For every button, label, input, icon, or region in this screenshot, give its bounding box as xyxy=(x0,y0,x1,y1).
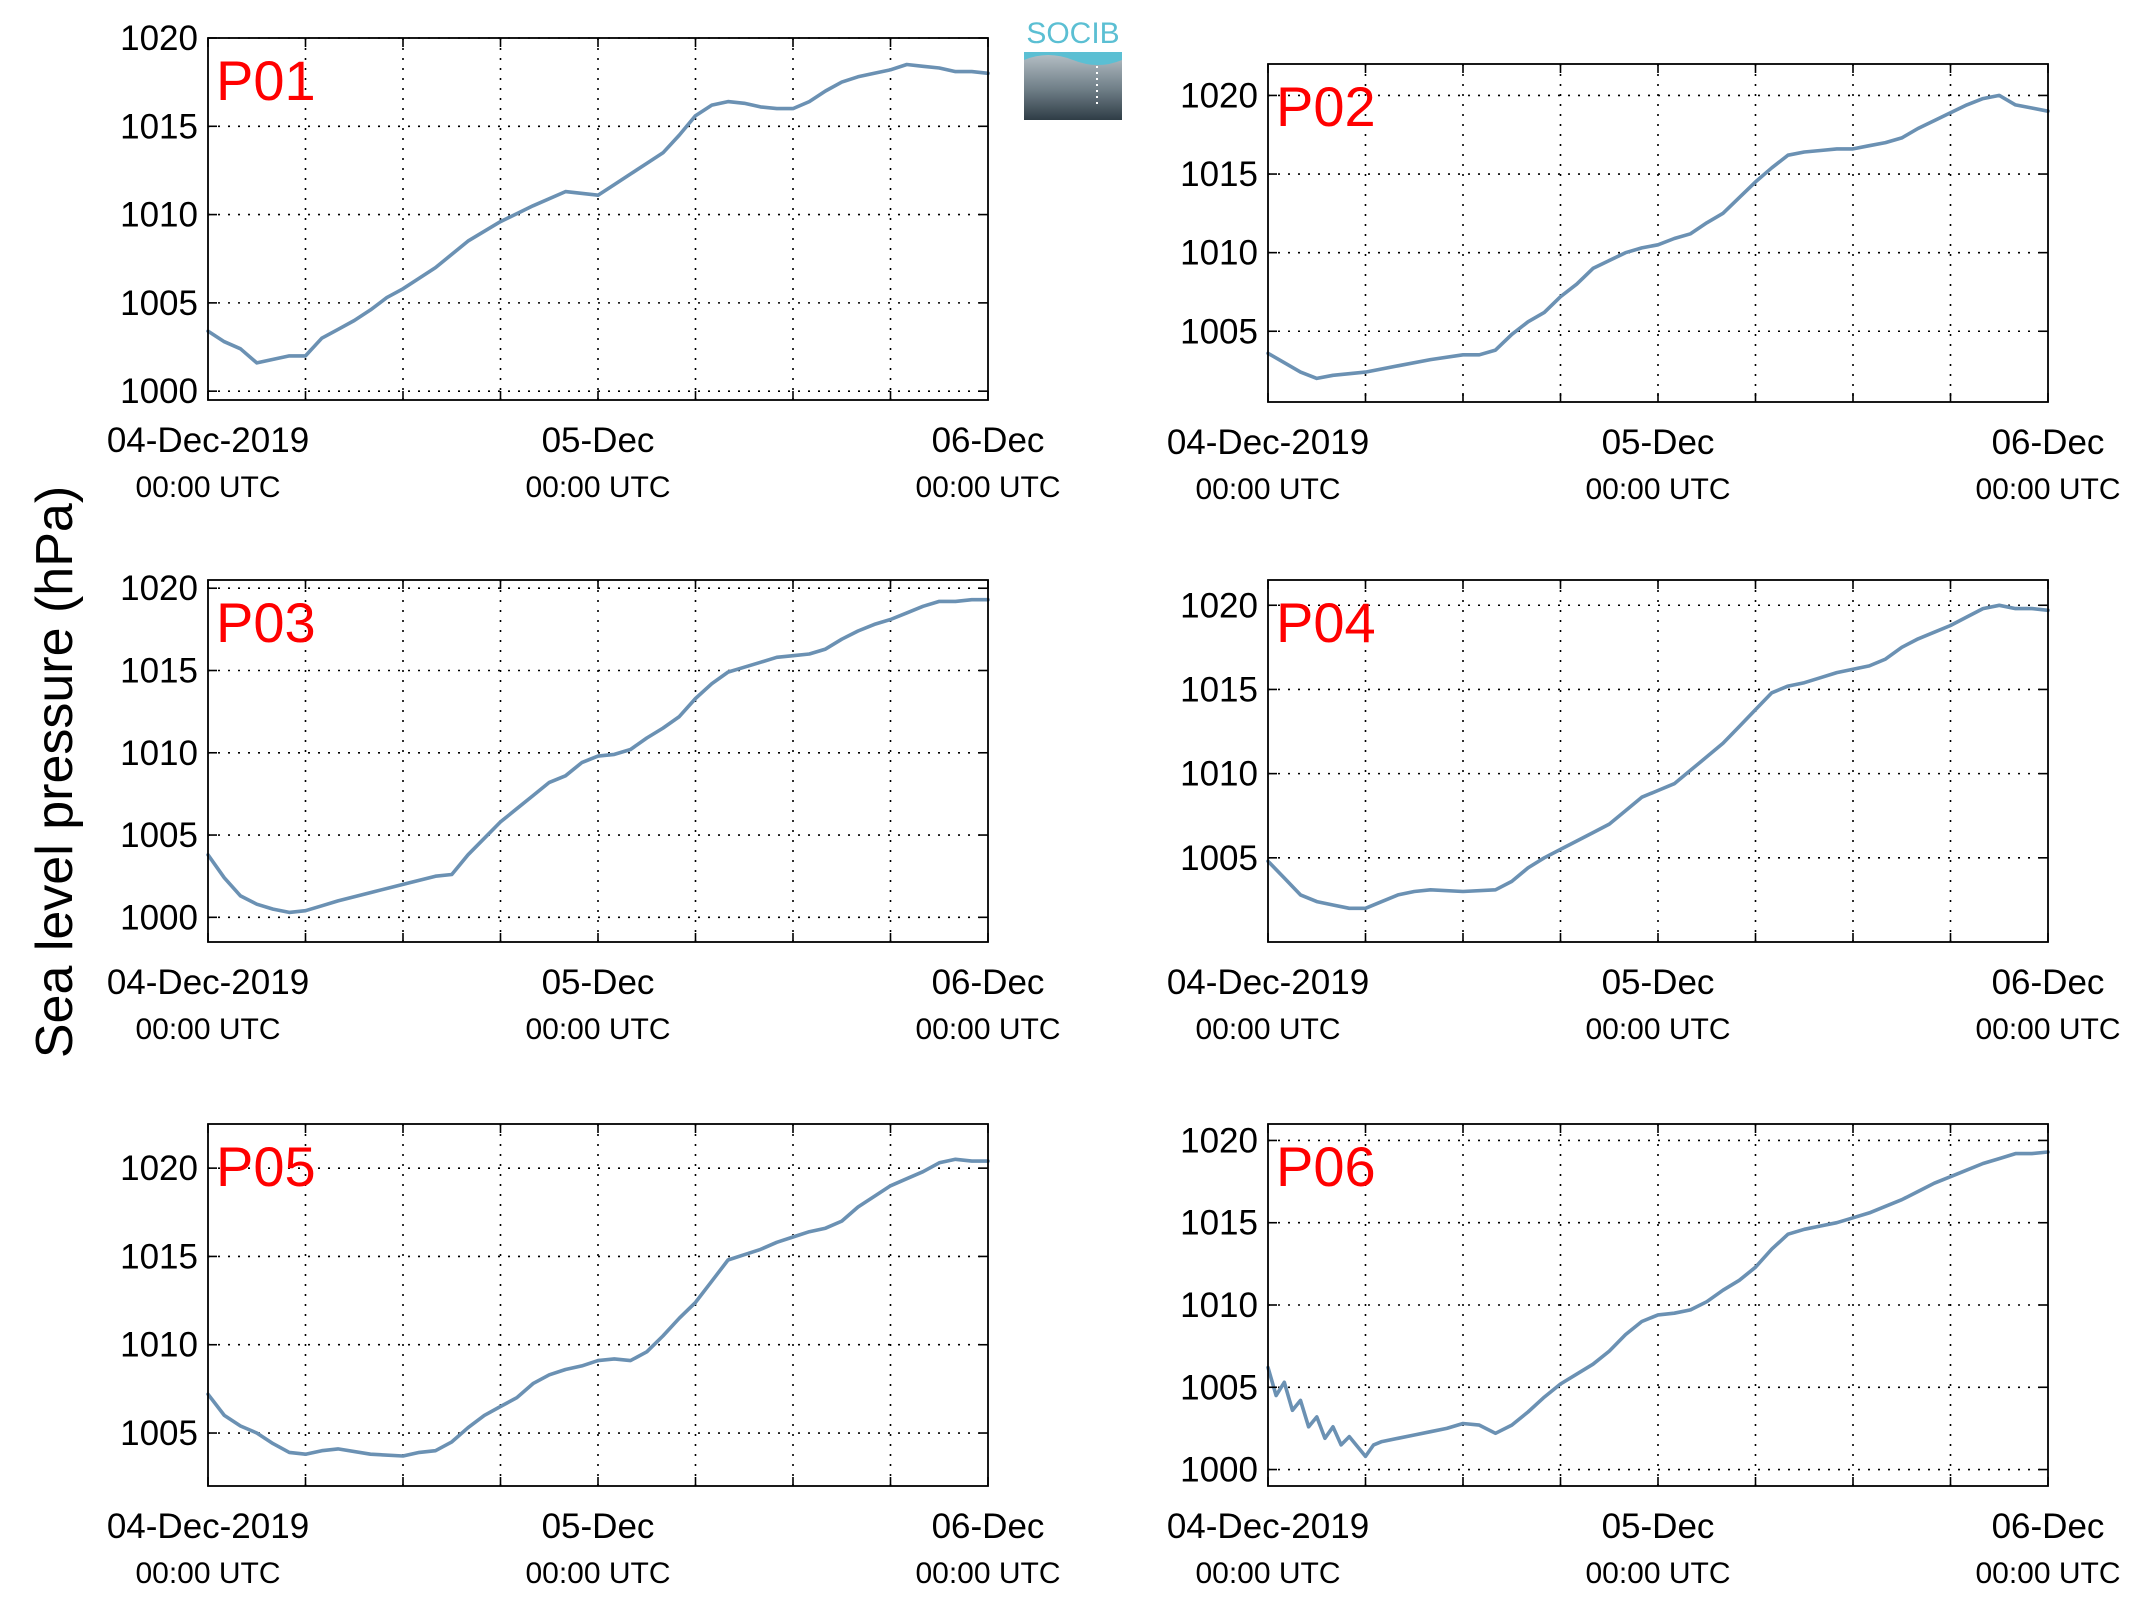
y-tick-label: 1005 xyxy=(120,816,198,855)
y-tick-label: 1005 xyxy=(120,1414,198,1453)
x-tick-label: 05-Dec xyxy=(542,421,655,460)
x-tick-label: 05-Dec xyxy=(1602,1507,1715,1546)
y-tick-label: 1005 xyxy=(1180,839,1258,878)
panel-p02: 1005 1010 1015 1020 04-Dec-2019 00:00 UTC 05-D… xyxy=(1167,63,2121,506)
panel-p03: 1000 1005 1010 1015 1020 04-Dec-2019 00:00 UTC… xyxy=(107,569,1061,1046)
y-tick-label: 1020 xyxy=(120,569,198,608)
y-tick-label: 1010 xyxy=(1180,755,1258,794)
x-tick-sublabel: 00:00 UTC xyxy=(525,1013,670,1046)
panel-label: P01 xyxy=(216,49,316,112)
x-tick-sublabel: 00:00 UTC xyxy=(1195,473,1340,506)
x-tick-label: 06-Dec xyxy=(1992,423,2105,462)
x-tick-sublabel: 00:00 UTC xyxy=(1975,1557,2120,1590)
y-tick-label: 1020 xyxy=(1180,1121,1258,1160)
x-tick-label: 06-Dec xyxy=(932,1507,1045,1546)
x-tick-label: 05-Dec xyxy=(1602,423,1715,462)
y-tick-label: 1000 xyxy=(120,372,198,411)
panel-label: P02 xyxy=(1276,75,1376,138)
x-tick-sublabel: 00:00 UTC xyxy=(1585,473,1730,506)
logo-wave xyxy=(1024,52,1122,65)
x-tick-label: 05-Dec xyxy=(542,963,655,1002)
x-tick-sublabel: 00:00 UTC xyxy=(915,1557,1060,1590)
x-tick-sublabel: 00:00 UTC xyxy=(1975,1013,2120,1046)
x-tick-label: 06-Dec xyxy=(1992,963,2105,1002)
y-tick-label: 1015 xyxy=(120,652,198,691)
logo-text: SOCIB xyxy=(1026,17,1119,50)
y-tick-label: 1020 xyxy=(120,19,198,58)
panel-p05: 1005 1010 1015 1020 04-Dec-2019 00:00 UTC 05-D… xyxy=(107,1123,1061,1590)
pressure-line xyxy=(206,1157,990,1458)
y-tick-label: 1010 xyxy=(120,196,198,235)
x-tick-label: 04-Dec-2019 xyxy=(107,1507,309,1546)
y-tick-label: 1010 xyxy=(120,734,198,773)
pressure-line xyxy=(206,62,990,365)
y-tick-label: 1010 xyxy=(1180,1286,1258,1325)
x-tick-label: 05-Dec xyxy=(1602,963,1715,1002)
y-tick-label: 1020 xyxy=(120,1149,198,1188)
x-tick-sublabel: 00:00 UTC xyxy=(1585,1013,1730,1046)
panel-p01: 1000 1005 1010 1015 1020 04-Dec-2019 00:00 UTC… xyxy=(107,19,1061,504)
x-tick-sublabel: 00:00 UTC xyxy=(1585,1557,1730,1590)
x-tick-sublabel: 00:00 UTC xyxy=(1975,473,2120,506)
y-tick-label: 1020 xyxy=(1180,76,1258,115)
x-tick-label: 04-Dec-2019 xyxy=(1167,1507,1369,1546)
y-tick-label: 1005 xyxy=(1180,1368,1258,1407)
y-tick-label: 1015 xyxy=(1180,670,1258,709)
x-tick-label: 04-Dec-2019 xyxy=(1167,963,1369,1002)
panel-label: P05 xyxy=(216,1135,316,1198)
x-tick-sublabel: 00:00 UTC xyxy=(915,1013,1060,1046)
x-tick-label: 06-Dec xyxy=(1992,1507,2105,1546)
y-tick-label: 1005 xyxy=(120,284,198,323)
y-tick-label: 1005 xyxy=(1180,312,1258,351)
x-tick-sublabel: 00:00 UTC xyxy=(525,1557,670,1590)
x-tick-sublabel: 00:00 UTC xyxy=(1195,1557,1340,1590)
socib-logo: SOCIB xyxy=(1024,17,1122,120)
panel-label: P06 xyxy=(1276,1135,1376,1198)
x-tick-label: 06-Dec xyxy=(932,421,1045,460)
y-tick-label: 1010 xyxy=(120,1326,198,1365)
x-tick-sublabel: 00:00 UTC xyxy=(135,471,280,504)
x-tick-sublabel: 00:00 UTC xyxy=(915,471,1060,504)
y-axis-label: Sea level pressure (hPa) xyxy=(26,486,84,1058)
panel-p04: 1005 1010 1015 1020 04-Dec-2019 00:00 UTC 05-D… xyxy=(1167,579,2121,1046)
pressure-line xyxy=(1266,603,2050,911)
x-tick-sublabel: 00:00 UTC xyxy=(525,471,670,504)
x-tick-label: 06-Dec xyxy=(932,963,1045,1002)
panel-label: P03 xyxy=(216,591,316,654)
x-tick-sublabel: 00:00 UTC xyxy=(135,1557,280,1590)
y-tick-label: 1015 xyxy=(120,107,198,146)
x-tick-sublabel: 00:00 UTC xyxy=(135,1013,280,1046)
y-tick-label: 1000 xyxy=(120,898,198,937)
pressure-line xyxy=(1266,93,2050,381)
x-tick-label: 04-Dec-2019 xyxy=(107,963,309,1002)
y-tick-label: 1015 xyxy=(1180,155,1258,194)
pressure-line xyxy=(1266,1150,2050,1459)
y-tick-label: 1010 xyxy=(1180,234,1258,273)
y-tick-label: 1000 xyxy=(1180,1451,1258,1490)
x-tick-sublabel: 00:00 UTC xyxy=(1195,1013,1340,1046)
pressure-line xyxy=(206,597,990,915)
x-tick-label: 04-Dec-2019 xyxy=(107,421,309,460)
panel-p06: 1000 1005 1010 1015 1020 04-Dec-2019 00:00 UTC… xyxy=(1167,1121,2121,1590)
y-tick-label: 1020 xyxy=(1180,586,1258,625)
y-tick-label: 1015 xyxy=(1180,1204,1258,1243)
x-tick-label: 04-Dec-2019 xyxy=(1167,423,1369,462)
y-tick-label: 1015 xyxy=(120,1237,198,1276)
x-tick-label: 05-Dec xyxy=(542,1507,655,1546)
panel-label: P04 xyxy=(1276,591,1376,654)
